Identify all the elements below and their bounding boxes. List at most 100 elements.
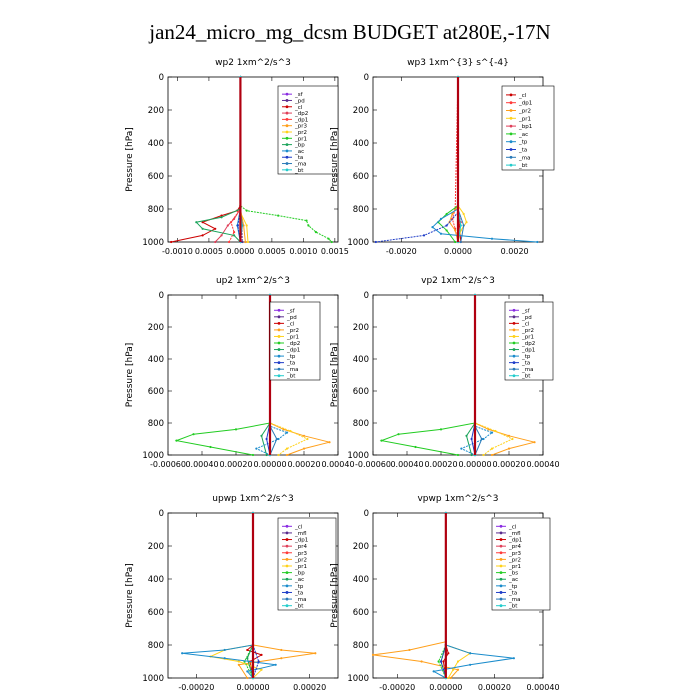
x-tick-label: 0.00000 bbox=[458, 460, 491, 469]
series-point bbox=[487, 428, 490, 431]
legend-marker bbox=[285, 149, 289, 153]
chart-panel-4: vp2 1xm^2/s^3 Pressure [hPa] 0 200 400 600 800… bbox=[330, 276, 560, 469]
legend-entry: _ma bbox=[294, 597, 306, 603]
series-point bbox=[482, 453, 485, 457]
series-line-tp bbox=[460, 295, 494, 456]
x-tick-label: 0.0005 bbox=[258, 247, 286, 256]
series-point bbox=[229, 221, 233, 224]
series-point bbox=[507, 447, 511, 450]
y-axis-label: Pressure [hPa] bbox=[125, 127, 135, 192]
series-line-tp bbox=[182, 513, 276, 679]
series-point bbox=[447, 652, 450, 655]
legend-entry: _pd bbox=[521, 315, 532, 321]
x-tick-label: 0.0000 bbox=[226, 247, 254, 256]
y-tick-label: 200 bbox=[353, 106, 369, 116]
panel-title: wp2 1xm^2/s^3 bbox=[215, 58, 291, 68]
series-point bbox=[223, 648, 226, 652]
series-point bbox=[470, 437, 473, 441]
series-point bbox=[422, 234, 426, 237]
legend-marker bbox=[285, 155, 289, 159]
y-tick-label: 400 bbox=[148, 575, 164, 585]
legend-entry: _pr4 bbox=[508, 544, 522, 550]
legend: _cl_mfl_dp1_pr4_pr3_pr2_pr1_bp_ac_tp_ta_… bbox=[277, 517, 337, 611]
series-point bbox=[449, 676, 452, 680]
y-tick-label: 1000 bbox=[347, 238, 369, 248]
x-tick-label: -0.00020 bbox=[379, 683, 415, 692]
x-tick-label: -0.00020 bbox=[178, 683, 214, 692]
series-point bbox=[462, 224, 465, 227]
x-tick-label: 0.00040 bbox=[185, 460, 218, 469]
y-tick-label: 600 bbox=[148, 387, 164, 397]
legend-entry: _sf bbox=[294, 92, 304, 98]
y-tick-label: 600 bbox=[353, 608, 369, 618]
series-point bbox=[494, 429, 497, 433]
legend-entry: _bp1 bbox=[518, 124, 532, 130]
legend: _cl _dp1 _pr2_pr1 _bp1 _ac _tp _ta_ma _bt bbox=[501, 85, 555, 171]
series-point bbox=[244, 240, 247, 244]
x-tick-label: 0.00000 bbox=[236, 683, 269, 692]
legend: _sf_pd_cl_pr2_pr1_dp2_dp1_tp_ta_ma_bt bbox=[269, 301, 321, 381]
legend-entry: _bt bbox=[294, 168, 304, 174]
series-point bbox=[439, 217, 443, 220]
series-line-ac bbox=[437, 77, 459, 243]
series-point bbox=[181, 652, 184, 655]
series-point bbox=[460, 447, 463, 450]
series-point bbox=[314, 652, 317, 655]
legend-marker bbox=[509, 132, 513, 136]
chart-panel-3: up2 1xm^2/s^3 Pressure [hPa] 0 200 400 600 800… bbox=[125, 276, 355, 469]
legend-entry: _ta bbox=[508, 590, 517, 596]
series-point bbox=[220, 234, 223, 237]
series-point bbox=[302, 434, 306, 437]
series-point bbox=[246, 657, 249, 660]
series-point bbox=[439, 660, 443, 663]
y-tick-label: 800 bbox=[148, 641, 164, 651]
legend-entry: _cl bbox=[286, 321, 295, 327]
legend-entry: _pd bbox=[294, 98, 305, 104]
legend-entry: _dp1 bbox=[518, 101, 532, 107]
series-point bbox=[465, 434, 468, 437]
y-axis-label: Pressure [hPa] bbox=[125, 563, 135, 628]
legend-marker bbox=[499, 538, 503, 541]
panel-title: upwp 1xm^2/s^3 bbox=[212, 494, 293, 504]
series-point bbox=[307, 224, 310, 227]
series-point bbox=[201, 227, 204, 230]
series-point bbox=[201, 234, 204, 237]
y-tick-label: 400 bbox=[148, 355, 164, 365]
series-point bbox=[220, 214, 223, 217]
series-point bbox=[371, 653, 375, 657]
x-tick-label: -0.00060 bbox=[355, 460, 391, 469]
legend-marker bbox=[285, 136, 289, 140]
series-point bbox=[237, 663, 240, 666]
series-point bbox=[414, 445, 417, 449]
legend-marker bbox=[512, 361, 516, 365]
legend-entry: _ac bbox=[508, 577, 518, 583]
legend-marker bbox=[277, 361, 281, 365]
y-tick-label: 0 bbox=[364, 509, 369, 519]
legend-entry: _pr1 bbox=[294, 136, 307, 142]
legend-entry: _cl bbox=[518, 93, 527, 99]
legend-entry: _ta bbox=[294, 590, 303, 596]
legend-marker bbox=[285, 117, 289, 121]
series-point bbox=[480, 437, 483, 441]
legend-entry: _ma bbox=[286, 367, 298, 373]
series-point bbox=[459, 224, 462, 227]
series-point bbox=[227, 240, 231, 244]
series-point bbox=[236, 224, 239, 227]
legend-marker bbox=[285, 551, 289, 555]
y-tick-label: 0 bbox=[159, 291, 164, 301]
legend-marker bbox=[285, 584, 289, 588]
legend-entry: _dp2 bbox=[286, 341, 300, 347]
legend-entry: _ma bbox=[521, 367, 533, 373]
legend-entry: _sf bbox=[521, 308, 531, 314]
series-point bbox=[490, 447, 494, 450]
legend-marker bbox=[509, 109, 513, 112]
series-point bbox=[327, 237, 330, 240]
series-point bbox=[445, 224, 448, 227]
legend-marker bbox=[277, 315, 281, 319]
series-point bbox=[260, 434, 263, 437]
series-point bbox=[226, 224, 229, 227]
y-tick-label: 400 bbox=[353, 575, 369, 585]
series-point bbox=[234, 428, 238, 431]
series-point bbox=[280, 648, 283, 652]
